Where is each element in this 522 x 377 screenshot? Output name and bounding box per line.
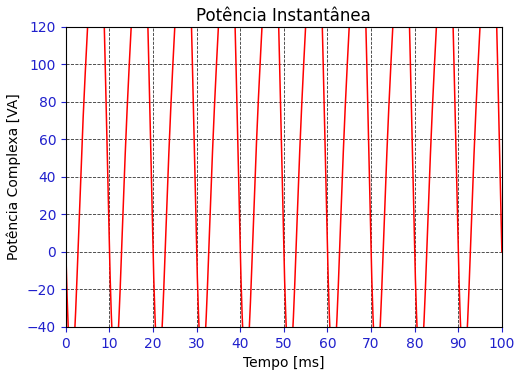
X-axis label: Tempo [ms]: Tempo [ms]: [243, 356, 325, 370]
Y-axis label: Potência Complexa [VA]: Potência Complexa [VA]: [7, 93, 21, 260]
Title: Potência Instantânea: Potência Instantânea: [196, 7, 371, 25]
